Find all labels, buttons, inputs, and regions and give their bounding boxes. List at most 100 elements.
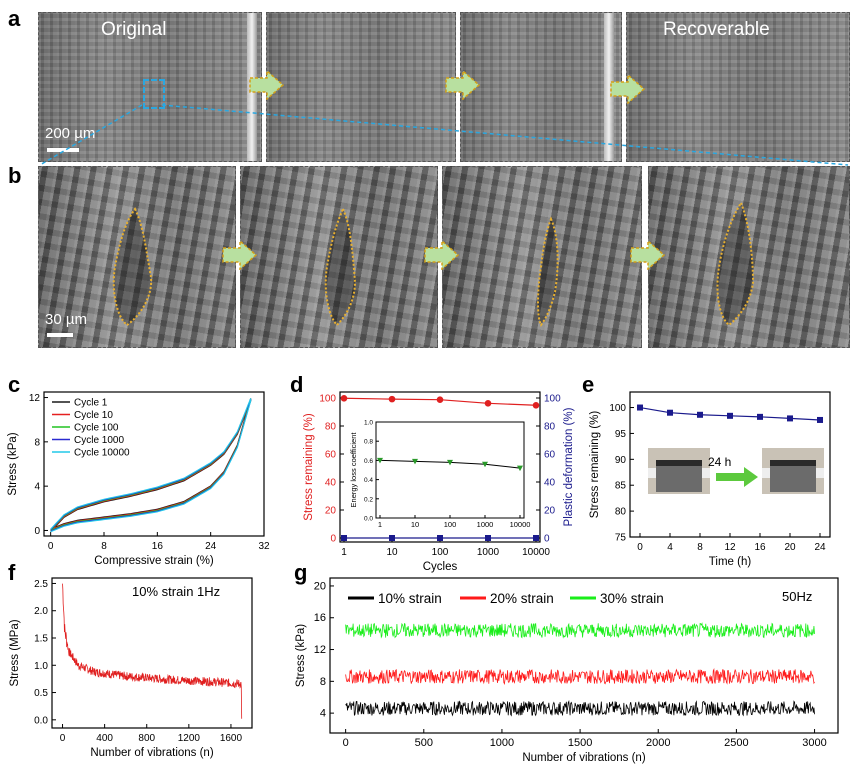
y2-tick-label: 80 — [544, 422, 556, 433]
chart-f: 0 400 800 1200 1600 0.0 0.5 1.0 1.5 2.0 2.5 Number … — [9, 577, 253, 759]
x-tick-label: 32 — [258, 541, 270, 552]
series-line — [345, 668, 815, 685]
legend-label: Cycle 10000 — [74, 448, 130, 459]
panel-f-letter: f — [8, 560, 16, 585]
panel-a-letter: a — [8, 6, 21, 31]
data-point — [817, 416, 823, 423]
inset-y-tick-label: 0.0 — [364, 516, 373, 523]
x-tick-label: 2000 — [646, 737, 670, 749]
y-tick-label: 8 — [320, 676, 326, 688]
series-line — [62, 583, 243, 719]
sample-top — [770, 460, 816, 466]
original-label: Original — [101, 19, 167, 40]
x-axis-label: Time (h) — [709, 556, 752, 568]
y-tick-label: 1.0 — [34, 661, 48, 672]
sem-image-b4 — [648, 166, 850, 348]
series-line — [50, 398, 252, 533]
data-point — [437, 535, 443, 541]
data-point — [727, 412, 733, 419]
y-axis-label: Stress (kPa) — [295, 624, 307, 687]
x-tick-label: 2500 — [724, 737, 748, 749]
clamp-right — [816, 468, 824, 478]
scale-text-b: 30 µm — [45, 311, 87, 328]
plot-frame — [43, 391, 265, 537]
y-tick-label: 2.5 — [34, 579, 48, 590]
inset-y-label: Energy loss coefficient — [349, 432, 358, 508]
inset-point — [517, 465, 523, 472]
x-tick-label: 8 — [101, 541, 107, 552]
x-tick-label: 1200 — [178, 733, 201, 744]
x-tick-label: 16 — [754, 542, 766, 553]
y-tick-label: 40 — [325, 478, 337, 489]
data-point — [667, 409, 673, 416]
sample-disk — [770, 464, 816, 492]
clamp-left — [762, 468, 770, 478]
legend-label: Cycle 10 — [74, 410, 113, 421]
y2-tick-label: 60 — [544, 450, 556, 461]
sem-image-b2 — [240, 166, 438, 348]
data-point — [389, 535, 395, 541]
x-axis-label: Number of vibrations (n) — [90, 747, 214, 759]
clamp-left — [648, 468, 656, 478]
panel-b-letter: b — [8, 163, 22, 188]
recoverable-label: Recoverable — [663, 19, 770, 40]
scale-bar-b — [47, 333, 73, 337]
arrow-icon — [222, 240, 258, 270]
x-tick-label: 10000 — [522, 547, 550, 558]
y-tick-label: 16 — [314, 612, 326, 624]
data-point — [340, 394, 348, 402]
y-tick-label: 95 — [615, 429, 627, 440]
x-tick-label: 800 — [138, 733, 155, 744]
arrow-icon — [445, 70, 481, 100]
annotation-g: 50Hz — [782, 589, 813, 604]
y-tick-label: 8 — [34, 437, 40, 448]
x-tick-label: 0 — [343, 737, 349, 749]
chart-e: 0 4 8 12 16 20 24 75 80 85 90 95 100 Time (h) Stress r… — [589, 391, 831, 568]
data-point — [436, 396, 444, 403]
y-tick-label: 2.0 — [34, 606, 48, 617]
data-point — [341, 535, 347, 541]
x-tick-label: 0 — [60, 733, 66, 744]
y-tick-label: 12 — [314, 644, 326, 656]
green-arrow-icon — [716, 467, 758, 487]
legend-label: 20% strain — [490, 591, 554, 606]
annotation-f: 10% strain 1Hz — [132, 584, 221, 599]
y-tick-label: 0.0 — [34, 715, 48, 726]
data-point — [697, 411, 703, 418]
x-tick-label: 400 — [96, 733, 113, 744]
arrow-icon — [630, 240, 666, 270]
x-axis-label: Cycles — [423, 561, 458, 573]
y-tick-label: 20 — [314, 580, 326, 592]
legend-label: Cycle 1000 — [74, 435, 124, 446]
inset-x-tick-label: 1 — [378, 520, 382, 529]
scale-text-a: 200 µm — [45, 125, 96, 142]
inset-x-tick-label: 1000 — [477, 520, 494, 529]
chart-c: 0 8 16 24 32 0 4 8 12 Compressive strain (%) Stres… — [7, 391, 270, 567]
inset-point — [482, 461, 488, 468]
y2-tick-label: 20 — [544, 506, 556, 517]
data-point — [485, 535, 491, 541]
inset-x-tick-label: 10 — [411, 520, 419, 529]
y-tick-label: 20 — [325, 506, 337, 517]
x-axis-label: Compressive strain (%) — [94, 555, 214, 567]
x-tick-label: 1500 — [568, 737, 592, 749]
x-tick-label: 24 — [205, 541, 217, 552]
inset-y-tick-label: 0.4 — [364, 477, 373, 484]
legend-label: 30% strain — [600, 591, 664, 606]
y-tick-label: 75 — [615, 533, 627, 544]
x-tick-label: 0 — [637, 542, 643, 553]
y-tick-label: 1.5 — [34, 634, 48, 645]
x-axis-label: Number of vibrations (n) — [522, 752, 646, 764]
series-line — [345, 622, 815, 639]
y-axis-label: Stress (MPa) — [9, 619, 21, 686]
chart-d: 1 10 100 1000 10000020406080100CyclesStress … — [303, 391, 575, 573]
x-tick-label: 20 — [784, 542, 796, 553]
y-axis-label: Stress (kPa) — [7, 432, 19, 495]
inset-point — [377, 457, 383, 464]
panel-c-letter: c — [8, 372, 21, 397]
y-tick-label: 60 — [325, 450, 337, 461]
scale-bar-a — [47, 148, 79, 152]
y2-tick-label: 40 — [544, 478, 556, 489]
y-tick-label: 90 — [615, 455, 627, 466]
sem-image-b1: 30 µm — [38, 166, 236, 348]
